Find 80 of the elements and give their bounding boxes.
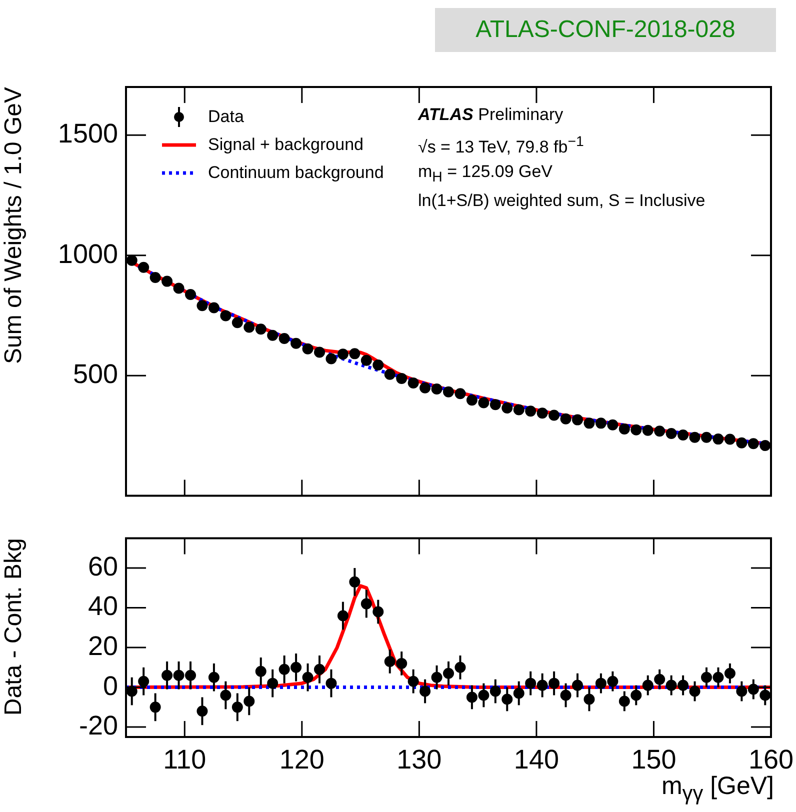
annotation: ATLAS Preliminary	[418, 105, 564, 125]
y-axis-title: Sum of Weights / 1.0 GeV	[0, 87, 28, 364]
point	[196, 300, 208, 312]
y-tick-label: 1500	[58, 118, 118, 149]
point	[443, 386, 454, 398]
y-tick-label: 20	[88, 630, 118, 661]
point	[466, 394, 478, 406]
point	[666, 428, 677, 440]
point	[150, 272, 161, 283]
point	[760, 440, 771, 452]
point	[502, 402, 513, 414]
point	[724, 434, 736, 445]
y-tick-label: 500	[72, 359, 118, 390]
point	[536, 408, 548, 419]
point	[595, 418, 606, 429]
y-tick-label: 1000	[58, 238, 118, 269]
point	[337, 348, 348, 360]
point	[126, 254, 138, 266]
point	[654, 426, 666, 437]
point	[454, 388, 466, 400]
point	[232, 317, 243, 328]
x-tick-label: 110	[163, 744, 206, 775]
x-tick-label: 160	[748, 744, 794, 775]
point	[208, 302, 220, 314]
point	[736, 437, 748, 448]
point	[712, 434, 724, 445]
point	[302, 343, 314, 354]
point	[138, 262, 150, 273]
point	[408, 378, 419, 389]
point	[560, 413, 572, 424]
point	[607, 419, 618, 430]
point	[314, 346, 325, 358]
point	[278, 333, 290, 344]
point	[185, 289, 196, 300]
point	[173, 282, 184, 294]
point	[584, 418, 595, 429]
x-tick-label: 130	[396, 744, 442, 775]
point	[701, 432, 712, 443]
point	[431, 384, 442, 395]
point	[513, 404, 524, 416]
y-axis-title: Data - Cont. Bkg	[0, 538, 28, 716]
point	[748, 438, 759, 450]
annotation: √s = 13 TeV, 79.8 fb$^{−1}$	[418, 134, 584, 158]
legend-label: Continuum background	[208, 163, 384, 183]
y-tick-label: 0	[102, 670, 118, 701]
point	[349, 348, 360, 360]
point	[678, 429, 689, 440]
point	[689, 432, 700, 443]
point	[360, 354, 372, 366]
point	[525, 406, 536, 417]
y-tick-label: -20	[78, 710, 118, 741]
point	[267, 330, 278, 341]
point	[478, 397, 490, 408]
point	[618, 423, 630, 434]
point	[326, 353, 337, 364]
point	[162, 276, 173, 287]
x-tick-label: 120	[279, 744, 324, 775]
x-tick-label: 140	[514, 744, 559, 775]
point	[220, 310, 232, 322]
legend-label: Signal + background	[208, 135, 364, 155]
point	[548, 410, 560, 421]
point	[244, 322, 255, 333]
point	[630, 424, 642, 436]
point	[384, 368, 396, 380]
annotation: ln(1+S/B) weighted sum, S = Inclusive	[418, 190, 706, 210]
point	[420, 382, 431, 394]
point	[372, 359, 384, 370]
point	[642, 424, 654, 436]
legend-label: Data	[208, 107, 244, 127]
x-axis-title: m$_{γγ}$ [GeV]	[661, 772, 774, 805]
annotation: m$_{H}$ = 125.09 GeV	[418, 162, 553, 186]
y-tick-label: 60	[88, 551, 118, 582]
point	[490, 399, 501, 410]
point	[572, 414, 583, 426]
point	[290, 338, 302, 349]
x-tick-label: 150	[631, 744, 676, 775]
point	[396, 372, 408, 384]
y-tick-label: 40	[88, 591, 118, 622]
text: ATLAS-CONF-2018-028	[435, 8, 776, 52]
point	[255, 324, 266, 335]
